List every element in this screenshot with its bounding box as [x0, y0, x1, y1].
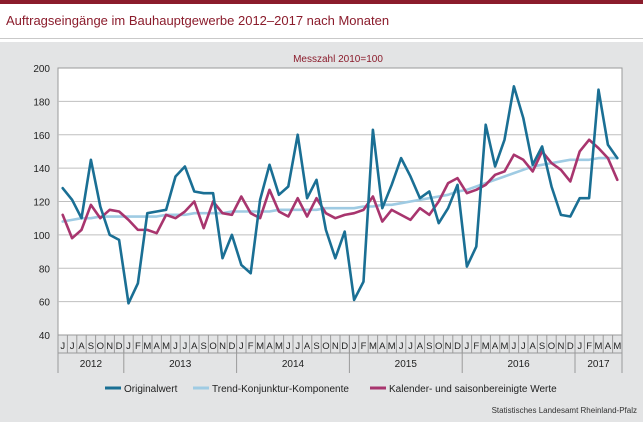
x-tick-label: O [548, 341, 555, 352]
x-tick-label: M [482, 341, 490, 352]
y-tick-label: 100 [33, 231, 50, 242]
x-tick-label: D [454, 341, 461, 352]
x-tick-label: M [162, 341, 170, 352]
x-tick-label: J [352, 341, 357, 352]
x-tick-label: A [191, 341, 198, 352]
x-tick-label: S [313, 341, 319, 352]
x-tick-label: D [116, 341, 123, 352]
legend-label-1: Originalwert [124, 384, 178, 395]
x-tick-label: J [60, 341, 65, 352]
series-line-3 [61, 138, 619, 240]
x-tick-label: J [408, 341, 413, 352]
page-title: Auftragseingänge im Bauhauptgewerbe 2012… [6, 13, 390, 28]
x-tick-label: S [201, 341, 207, 352]
x-tick-label: J [399, 341, 404, 352]
x-tick-label: A [78, 341, 85, 352]
x-tick-label: J [295, 341, 300, 352]
x-tick-label: J [521, 341, 526, 352]
y-tick-label: 200 [33, 64, 50, 75]
chart-subtitle: Messzahl 2010=100 [293, 54, 383, 65]
source-note: Statistisches Landesamt Rheinland-Pfalz [492, 406, 637, 415]
x-tick-label: N [106, 341, 113, 352]
x-tick-label: O [97, 341, 104, 352]
year-label: 2016 [507, 359, 530, 370]
x-tick-label: M [256, 341, 264, 352]
x-tick-label: M [613, 341, 621, 352]
x-tick-label: O [322, 341, 329, 352]
y-axis: 40 60 80 100 120 140 160 180 200 [33, 64, 50, 342]
x-tick-label: F [248, 341, 254, 352]
series-line-2 [61, 156, 619, 223]
x-tick-label: N [557, 341, 564, 352]
top-accent-bar [0, 0, 643, 4]
x-tick-label: A [304, 341, 311, 352]
x-tick-label: J [512, 341, 517, 352]
x-tick-label: S [426, 341, 432, 352]
year-label: 2015 [395, 359, 418, 370]
x-tick-label: M [143, 341, 151, 352]
year-label: 2013 [169, 359, 192, 370]
title-divider [0, 38, 643, 39]
x-tick-label: J [577, 341, 582, 352]
x-tick-label: F [135, 341, 141, 352]
x-tick-label: F [473, 341, 479, 352]
x-tick-label: J [239, 341, 244, 352]
x-tick-label: F [586, 341, 592, 352]
x-tick-label: O [435, 341, 442, 352]
x-tick-label: J [465, 341, 470, 352]
year-label: 2017 [587, 359, 610, 370]
x-tick-label: D [228, 341, 235, 352]
x-tick-label: A [492, 341, 499, 352]
gridlines [58, 100, 622, 303]
x-tick-label: O [209, 341, 216, 352]
x-tick-label: N [332, 341, 339, 352]
legend: Originalwert Trend-Konjunktur-Komponente K… [105, 384, 557, 395]
y-tick-label: 40 [39, 331, 51, 342]
x-tick-label: A [605, 341, 612, 352]
x-tick-label: A [266, 341, 273, 352]
x-tick-label: J [126, 341, 131, 352]
x-tick-label: A [417, 341, 424, 352]
y-tick-label: 60 [39, 298, 51, 309]
y-tick-label: 140 [33, 164, 50, 175]
x-tick-label: M [388, 341, 396, 352]
x-tick-label: M [369, 341, 377, 352]
series-lines [61, 85, 619, 305]
x-tick-label: M [595, 341, 603, 352]
x-tick-label: M [501, 341, 509, 352]
x-tick-label: A [154, 341, 161, 352]
x-tick-label: S [539, 341, 545, 352]
legend-label-3: Kalender- und saisonbereinigte Werte [389, 384, 557, 395]
x-tick-label: S [88, 341, 94, 352]
x-tick-label: F [361, 341, 367, 352]
legend-label-2: Trend-Konjunktur-Komponente [212, 384, 349, 395]
x-tick-label: A [530, 341, 537, 352]
x-tick-label: J [70, 341, 75, 352]
x-tick-label: D [341, 341, 348, 352]
x-tick-label: A [379, 341, 386, 352]
y-tick-label: 120 [33, 198, 50, 209]
y-tick-label: 160 [33, 131, 50, 142]
x-tick-label: M [275, 341, 283, 352]
series-line-1 [61, 85, 619, 305]
year-label: 2014 [282, 359, 305, 370]
y-tick-label: 80 [39, 264, 51, 275]
x-tick-label: N [445, 341, 452, 352]
x-tick-label: D [567, 341, 574, 352]
year-label: 2012 [80, 359, 103, 370]
x-tick-label: J [183, 341, 188, 352]
x-tick-label: J [173, 341, 178, 352]
x-tick-label: J [286, 341, 291, 352]
y-tick-label: 180 [33, 97, 50, 108]
x-tick-label: N [219, 341, 226, 352]
